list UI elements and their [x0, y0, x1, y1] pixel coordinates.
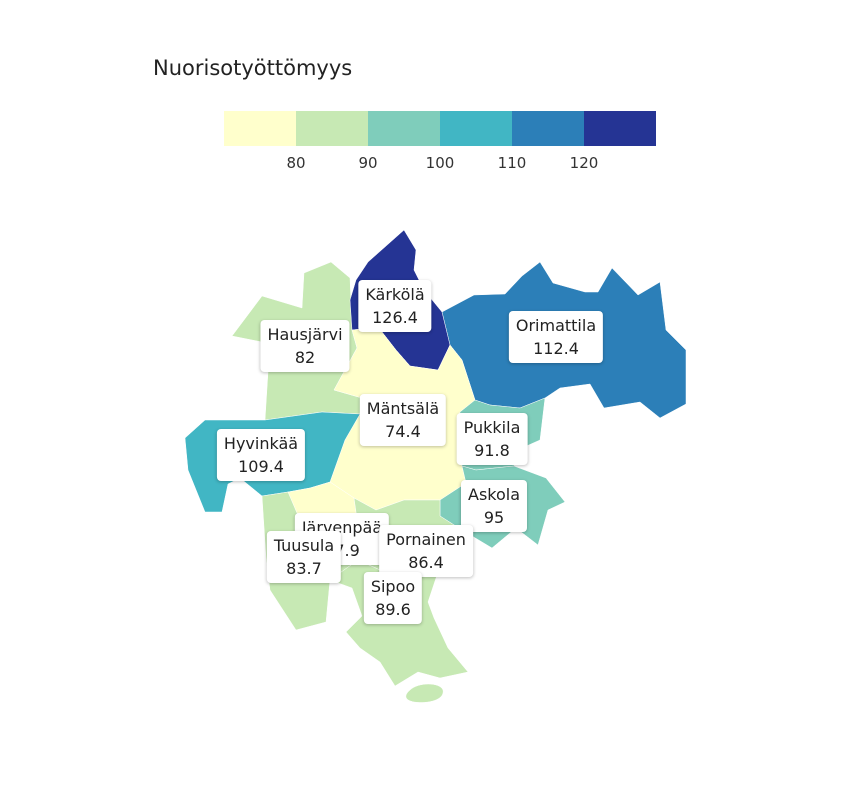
region-value: 89.6: [375, 600, 411, 619]
region-name: Hausjärvi: [267, 325, 343, 344]
region-name: Mäntsälä: [366, 399, 440, 418]
region-name: Kärkölä: [365, 285, 425, 304]
region-value: 83.7: [286, 559, 322, 578]
region-value: 74.4: [385, 422, 421, 441]
map-title: Nuorisotyöttömyys: [153, 56, 353, 80]
legend-swatch-3: [368, 111, 440, 146]
region-value: 109.4: [238, 457, 284, 476]
region-name: Pukkila: [463, 418, 521, 437]
legend-tick-4: 110: [497, 154, 527, 172]
legend-swatch-6: [584, 111, 656, 146]
region-value: 112.4: [533, 339, 579, 358]
region-label-orimattila: Orimattila 112.4: [508, 311, 604, 363]
legend-tick-2: 90: [358, 154, 378, 172]
region-label-pornainen: Pornainen 86.4: [379, 525, 473, 577]
region-value: 86.4: [408, 553, 444, 572]
region-value: 91.8: [474, 441, 510, 460]
region-name: Hyvinkää: [223, 434, 299, 453]
region-name: Sipoo: [370, 577, 416, 596]
region-name: Pornainen: [386, 530, 466, 549]
region-value: 82: [294, 348, 316, 367]
region-label-hyvinkaa: Hyvinkää 109.4: [216, 429, 306, 481]
region-label-sipoo: Sipoo 89.6: [363, 572, 423, 624]
legend-tick-1: 80: [286, 154, 306, 172]
color-legend: [224, 111, 656, 147]
region-label-hausjarvi: Hausjärvi 82: [260, 320, 350, 372]
region-name: Askola: [467, 485, 521, 504]
island-shape: [405, 683, 444, 703]
legend-swatch-5: [512, 111, 584, 146]
region-label-tuusula: Tuusula 83.7: [266, 531, 342, 583]
region-name: Orimattila: [515, 316, 597, 335]
region-value: 95: [483, 508, 505, 527]
legend-tick-3: 100: [425, 154, 455, 172]
legend-swatch-4: [440, 111, 512, 146]
region-name: Tuusula: [273, 536, 335, 555]
region-label-karkola: Kärkölä 126.4: [358, 280, 432, 332]
region-label-mantsala: Mäntsälä 74.4: [359, 394, 447, 446]
region-label-askola: Askola 95: [460, 480, 528, 532]
legend-swatch-2: [296, 111, 368, 146]
legend-tick-5: 120: [569, 154, 599, 172]
legend-swatch-1: [224, 111, 296, 146]
region-value: 126.4: [372, 308, 418, 327]
region-label-pukkila: Pukkila 91.8: [456, 413, 528, 465]
